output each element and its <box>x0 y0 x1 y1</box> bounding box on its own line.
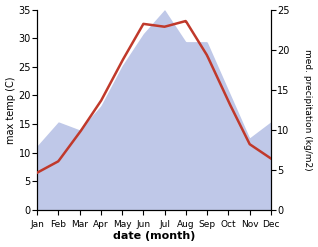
Y-axis label: max temp (C): max temp (C) <box>5 76 16 144</box>
X-axis label: date (month): date (month) <box>113 231 195 242</box>
Y-axis label: med. precipitation (kg/m2): med. precipitation (kg/m2) <box>303 49 313 171</box>
